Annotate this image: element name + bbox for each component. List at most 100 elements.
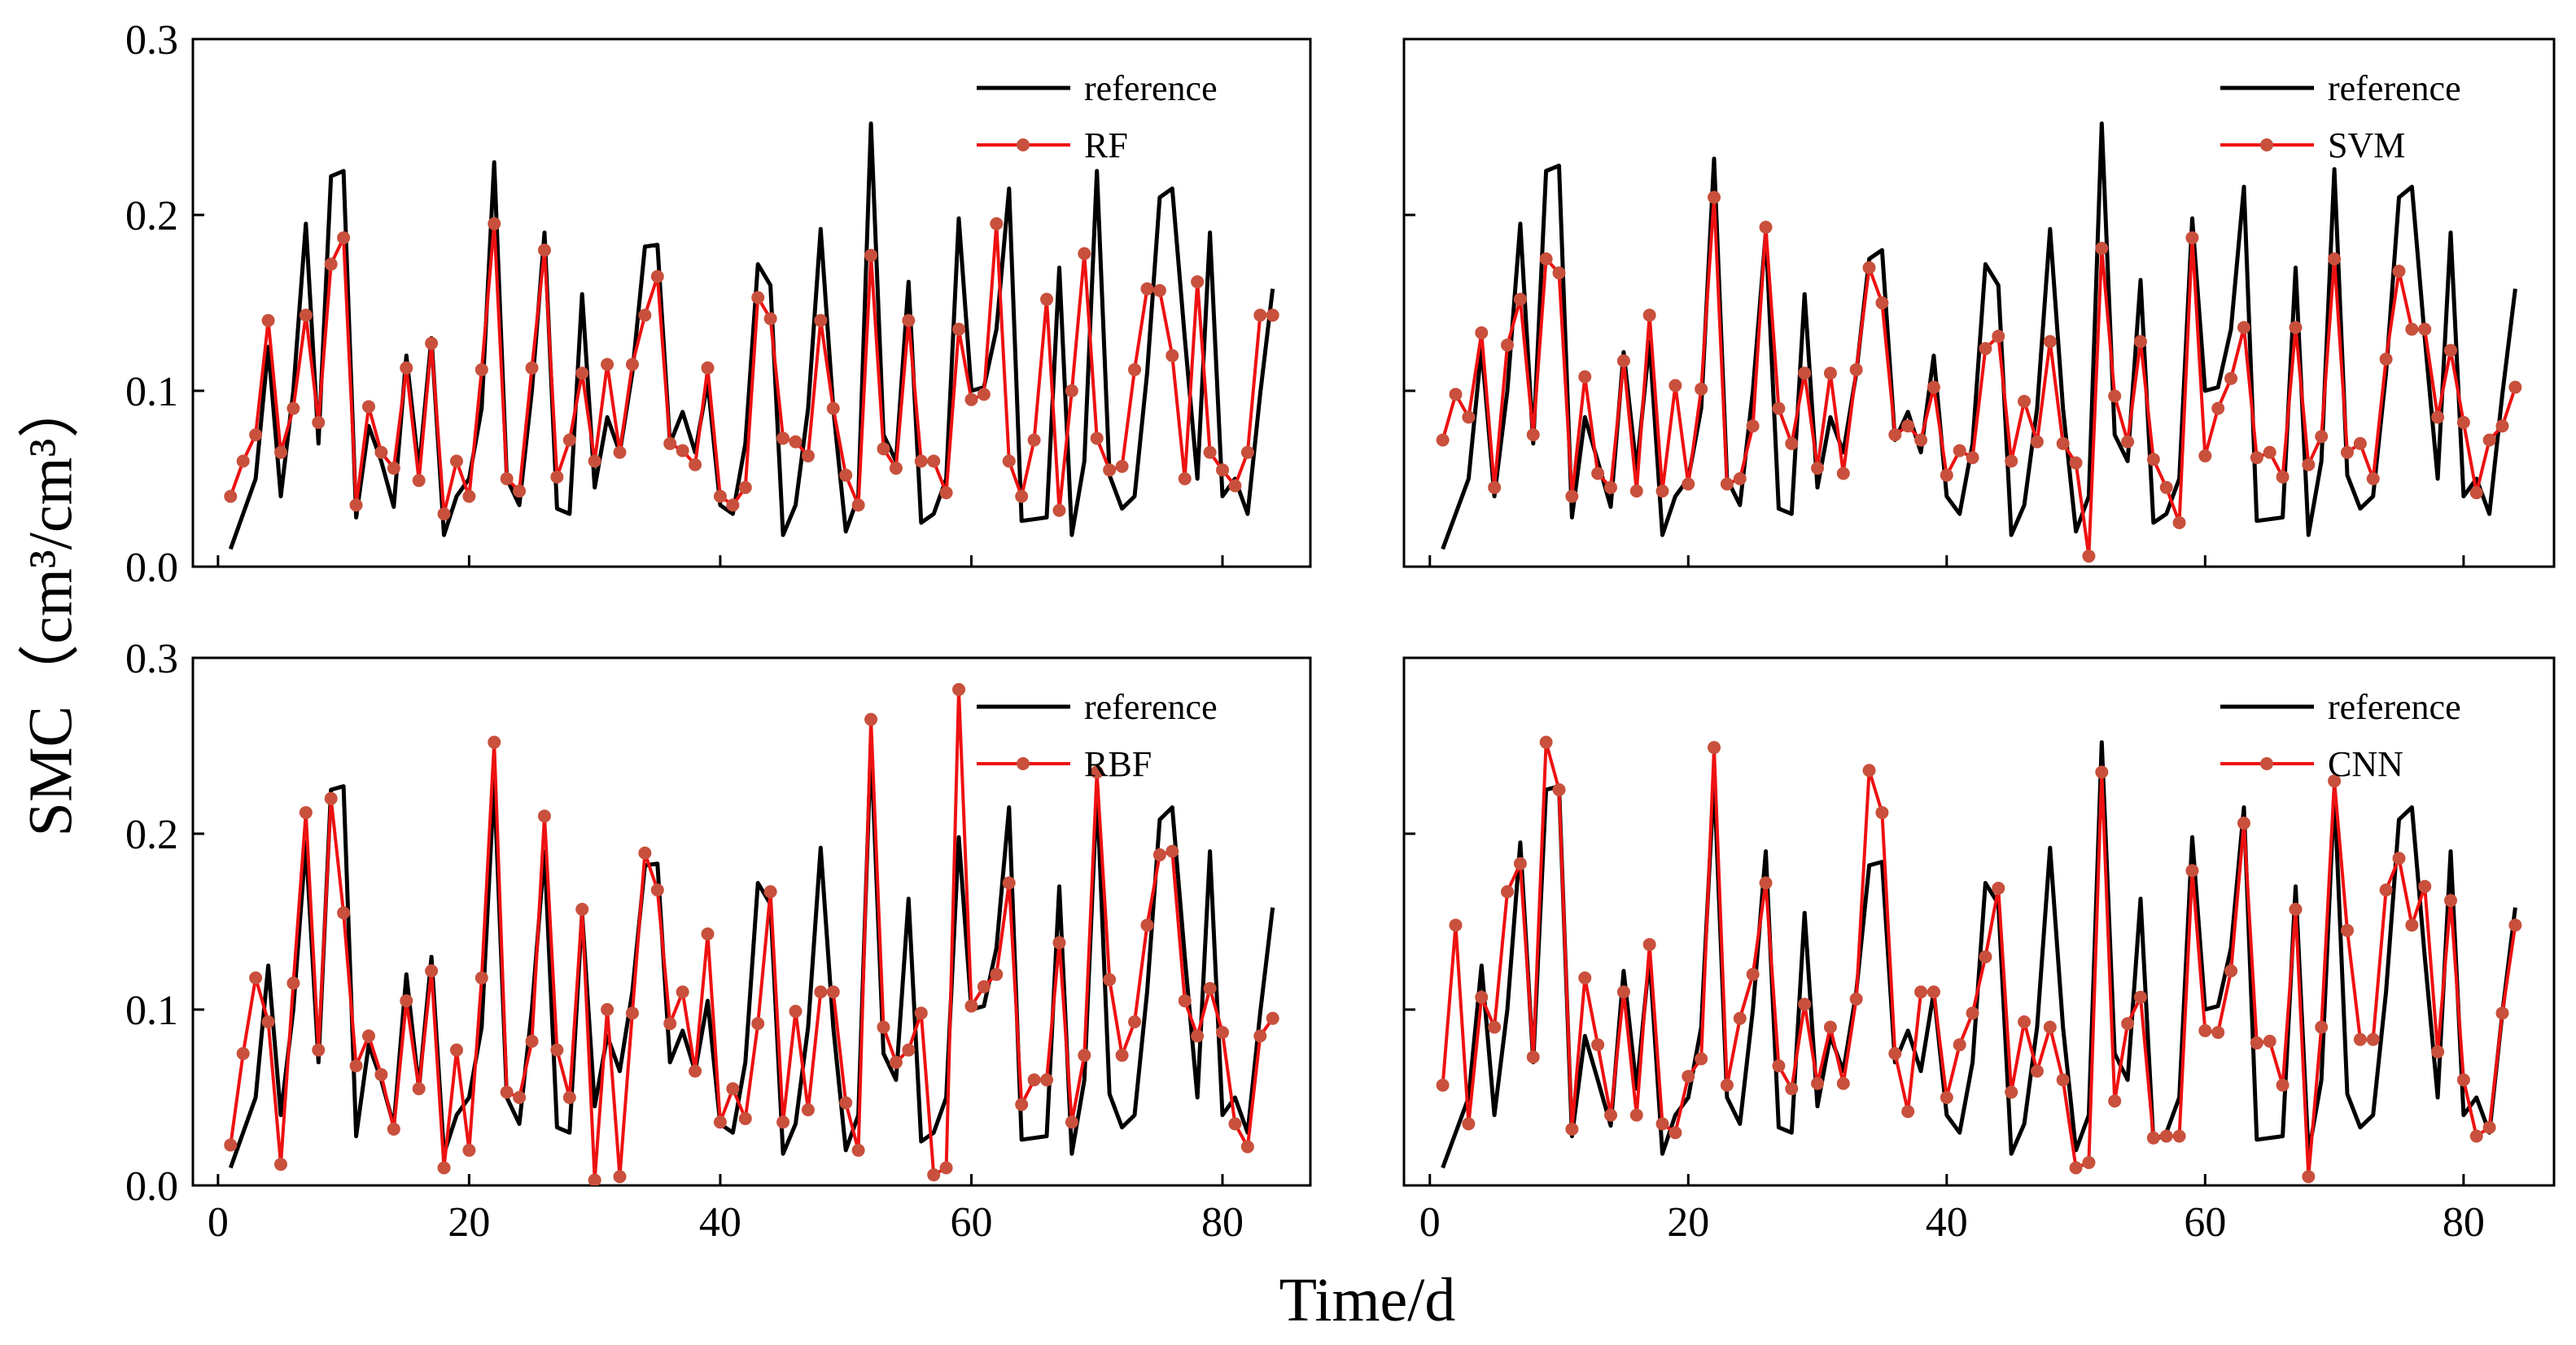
panel-top-right-series-svm-point — [1565, 489, 1579, 503]
panel-bottom-left-x-tick-label: 60 — [950, 1199, 992, 1246]
panel-bottom-left-y-tick-label: 0.1 — [125, 988, 178, 1034]
panel-top-left-series-rf-point — [1078, 247, 1091, 261]
panel-top-left-series-rf-point — [437, 507, 451, 521]
panel-bottom-left-series-rbf-point — [927, 1168, 941, 1182]
panel-top-left-series-rf-point — [562, 433, 576, 447]
panel-top-left-series-rf-point — [977, 388, 991, 401]
panel-bottom-left-series-rbf-point — [839, 1096, 853, 1110]
panel-bottom-right-series-cnn-point — [2431, 1045, 2445, 1058]
panel-bottom-right-series-cnn-point — [1539, 735, 1553, 749]
panel-bottom-left-series-rbf-point — [638, 846, 652, 860]
panel-top-left-series-rf-point — [1240, 445, 1254, 459]
panel-bottom-right-series-cnn-line — [1441, 740, 2517, 1179]
panel-top-left-series-rf-point — [337, 231, 351, 245]
panel-top-right-series-svm-point — [2456, 415, 2470, 429]
panel-bottom-right-series-cnn-point — [2418, 879, 2432, 893]
panel-bottom-right-series-cnn-point — [1940, 1091, 1953, 1104]
panel-bottom-right-series-cnn-point — [1526, 1050, 1540, 1064]
panel-top-left-series-rf-point — [676, 444, 689, 458]
panel-bottom-right-series-cnn-point — [1501, 885, 1515, 899]
panel-bottom-left-series-rbf-point — [1191, 1029, 1205, 1043]
panel-top-left-series-rf-point — [1065, 384, 1078, 397]
panel-top-left-series-rf-point — [374, 445, 388, 459]
panel-top-right-series-svm-point — [2353, 436, 2367, 450]
panel-bottom-right-series-cnn-point — [1668, 1126, 1682, 1140]
panel-bottom-left-series-rbf-point — [701, 927, 715, 941]
panel-top-right-series-svm-point — [2018, 394, 2031, 408]
panel-bottom-right-series-cnn-point — [2018, 1015, 2031, 1029]
panel-bottom-left-series-rbf-point — [751, 1017, 765, 1031]
panel-bottom-right-series-cnn-point — [1979, 950, 1992, 964]
panel-top-right-series-svm-point — [1578, 370, 1592, 383]
panel-bottom-right-series-cnn-point — [2250, 1036, 2263, 1050]
panel-top-right-series-svm-point — [1552, 266, 1566, 280]
panel-top-right-series-svm-point — [2379, 353, 2393, 366]
panel-top-right-series-svm-point — [2146, 453, 2160, 467]
panel-top-left-series-rf-point — [914, 454, 928, 468]
panel-top-left-series-rf-point — [689, 458, 702, 471]
panel-bottom-right-series-cnn-point — [2276, 1078, 2290, 1092]
panel-top-left-series-rf-point — [1228, 479, 1242, 493]
panel-top-right-series-svm-point — [2185, 231, 2199, 245]
panel-top-left-series-rf-point — [952, 322, 966, 336]
panel-bottom-right-series-cnn-point — [1578, 971, 1592, 985]
panel-top-left-series-rf-point — [286, 401, 300, 415]
panel-bottom-left-y-tick-label: 0.0 — [125, 1163, 178, 1210]
panel-top-left-series-reference-line — [228, 121, 1275, 550]
panel-bottom-right-x-tick-label: 40 — [1926, 1199, 1968, 1246]
panel-top-left-series-rf-point — [236, 454, 250, 468]
panel-top-left-series-rf-point — [964, 392, 978, 406]
panel-bottom-right-series-cnn-point — [1720, 1078, 1734, 1092]
panel-bottom-left-series-rbf-point — [776, 1115, 790, 1129]
panel-top-left-series-rf-point — [525, 361, 539, 375]
panel-bottom-left-y-tick-label: 0.2 — [125, 812, 178, 858]
panel-top-right-series-svm-point — [2172, 516, 2186, 529]
panel-top-left-series-rf-point — [726, 498, 740, 512]
panel-bottom-left-series-rbf-point — [801, 1103, 815, 1117]
panel-top-right-series-svm-point — [2082, 550, 2096, 563]
panel-top-right-series-svm-point — [1513, 292, 1527, 306]
panel-top-left-y-tick-label: 0.0 — [125, 545, 178, 591]
panel-bottom-left-series-rbf-point — [1166, 844, 1179, 858]
panel-top-right-series-svm-point — [1682, 477, 1695, 491]
panel-top-left-series-rf-point — [1027, 433, 1041, 447]
panel-top-left-series-rf-point — [1140, 282, 1154, 296]
panel-top-right-series-svm-point — [1539, 252, 1553, 265]
panel-bottom-right-series-cnn-point — [2069, 1161, 2083, 1175]
panel-top-left-series-rf-point — [701, 361, 715, 375]
panel-bottom-left-series-rbf-point — [425, 964, 439, 978]
panel-top-right-series-svm-point — [1901, 419, 1915, 433]
panel-bottom-right-series-cnn-point — [1591, 1038, 1605, 1052]
panel-top-right-series-svm-point — [1733, 472, 1747, 485]
panel-bottom-right-series-cnn-point — [1552, 783, 1566, 796]
panel-bottom-left-series-rbf-point — [826, 985, 840, 999]
panel-bottom-right-series-cnn-point — [2133, 990, 2147, 1004]
panel-bottom-left-series-rbf-point — [952, 682, 966, 696]
panel-top-left-series-rf-point — [449, 454, 463, 468]
panel-bottom-right-series-cnn-point — [2159, 1129, 2173, 1143]
panel-top-left-series-rf-point — [400, 361, 413, 375]
panel-bottom-left-series-rbf-point — [763, 885, 777, 899]
panel-top-left-series-rf-point — [1002, 454, 1016, 468]
panel-bottom-right-series-cnn-point — [2302, 1170, 2316, 1184]
panel-bottom-right-series-cnn-point — [1953, 1038, 1966, 1052]
panel-top-right-series-svm-point — [2159, 480, 2173, 494]
panel-top-left-y-tick-label: 0.2 — [125, 193, 178, 239]
panel-top-left-series-rf-point — [312, 415, 326, 429]
panel-bottom-left-series-rbf-point — [286, 976, 300, 990]
panel-top-right-series-svm-point — [1695, 382, 1708, 396]
panel-bottom-right-x-tick-label: 0 — [1419, 1199, 1441, 1246]
panel-bottom-left-series-rbf-point — [1027, 1073, 1041, 1087]
panel-top-left-series-rf-point — [1178, 472, 1192, 485]
panel-bottom-right-series-cnn-point — [1785, 1082, 1799, 1096]
panel-bottom-left-series-rbf-point — [462, 1143, 476, 1157]
panel-bottom-left-series-rbf-point — [789, 1005, 803, 1019]
panel-bottom-right-series-cnn-point — [2340, 923, 2354, 937]
panel-bottom-right-series-cnn-point — [1513, 857, 1527, 870]
panel-bottom-right-series-cnn-point — [2469, 1129, 2483, 1143]
panel-bottom-right-series-cnn-point — [1901, 1105, 1915, 1119]
panel-bottom-left-series-rbf-point — [437, 1161, 451, 1175]
panel-bottom-left: 0 20 40 60 80 0.0 0.1 0.2 0.3 reference RBF — [125, 636, 1312, 1246]
panel-top-right: reference SVM — [1402, 37, 2556, 568]
panel-bottom-left-series-rbf-point — [939, 1161, 953, 1175]
